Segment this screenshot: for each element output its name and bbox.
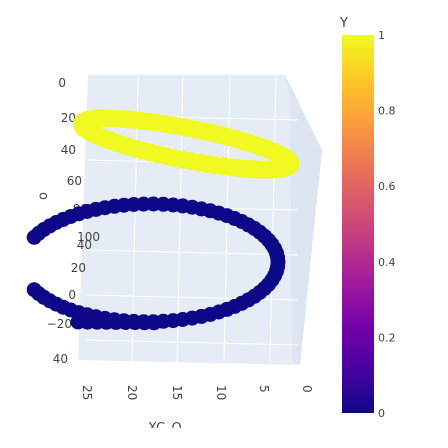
axis-tick-label: 15	[170, 385, 184, 400]
axis-tick-label: 20	[125, 385, 139, 400]
axis-tick-label: 10	[214, 385, 228, 400]
series-ring	[72, 109, 300, 179]
axis-tick-label: 20	[71, 261, 86, 275]
axis-b-ticks: 40 20 0 −20 40	[47, 238, 92, 366]
arc-point	[146, 315, 162, 331]
axis-tick-label: 100	[77, 230, 100, 244]
axis-tick-label: 0	[58, 76, 66, 90]
ring-point	[281, 153, 299, 172]
axis-c-ticks: 25 20 15 10 5 0	[80, 385, 314, 400]
grid-line	[269, 75, 277, 363]
axis-tick-label: 0	[68, 288, 76, 302]
axis-title-left: o	[36, 192, 51, 200]
grid-line	[85, 339, 299, 346]
grid-line	[85, 249, 299, 256]
colorbar-tick-label: 0.2	[378, 331, 396, 344]
colorbar	[342, 35, 374, 413]
colorbar-title: Y	[339, 16, 348, 31]
colorbar-tick-label: 0.8	[378, 105, 396, 118]
series-arc	[26, 196, 286, 331]
colorbar-tick-label: 1	[378, 29, 385, 42]
axis-tick-label: 40	[53, 352, 68, 366]
axis-tick-label: 40	[77, 238, 92, 252]
colorbar-ticks: 0 0.2 0.4 0.6 0.8 1	[378, 29, 396, 420]
axis-title-bottom: XC–O	[148, 421, 182, 436]
axis-tick-label: 25	[80, 385, 94, 400]
scene-pane-right	[285, 75, 322, 365]
axis-tick-label: 5	[257, 385, 271, 393]
colorbar-tick-label: 0.6	[378, 180, 396, 193]
axis-tick-label: −20	[47, 317, 72, 331]
arc-point	[26, 282, 42, 298]
colorbar-tick-label: 0.4	[378, 256, 396, 269]
axis-tick-label: 40	[61, 143, 76, 157]
axis-tick-label: 20	[61, 111, 76, 125]
colorbar-tick-label: 0	[378, 407, 385, 420]
axis-tick-label: 0	[300, 385, 314, 393]
axis-tick-label: 60	[67, 174, 82, 188]
